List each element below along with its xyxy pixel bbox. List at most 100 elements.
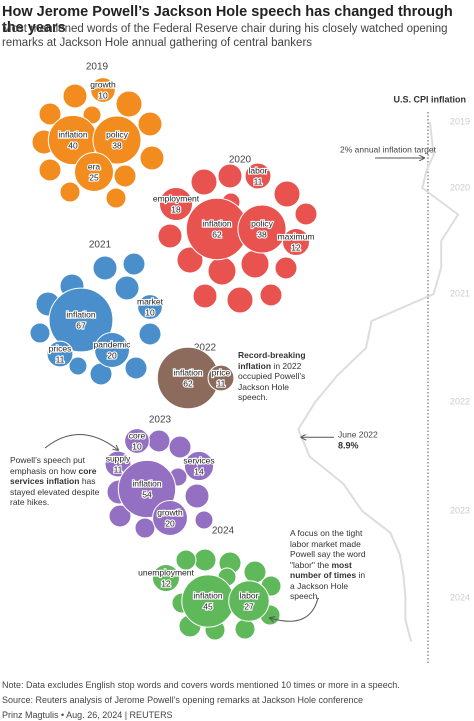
word-label: core xyxy=(129,430,146,440)
word-label: maximum xyxy=(278,231,315,241)
count-label: 38 xyxy=(112,140,122,150)
bubble-filler xyxy=(147,429,171,453)
count-label: 12 xyxy=(291,242,301,252)
bubble-filler xyxy=(124,356,148,380)
count-label: 27 xyxy=(244,601,254,611)
count-label: 62 xyxy=(183,378,193,388)
word-label: growth xyxy=(157,507,183,517)
word-label: market xyxy=(137,296,164,306)
count-label: 14 xyxy=(194,466,204,476)
bubble xyxy=(183,450,215,482)
count-label: 25 xyxy=(89,172,99,182)
bubble xyxy=(244,162,272,190)
bubble-filler xyxy=(38,158,62,182)
bubble xyxy=(46,340,74,368)
bubble xyxy=(74,152,114,192)
target-label: 2% annual inflation target xyxy=(340,144,437,154)
bubble xyxy=(158,186,194,222)
word-label: supply xyxy=(106,453,131,463)
bubble-filler xyxy=(240,249,270,279)
bubble xyxy=(207,364,235,392)
year-label: 2019 xyxy=(450,116,470,126)
bubble-filler xyxy=(157,223,183,249)
arrow xyxy=(44,434,118,450)
annotation-text: A focus on the tight labor market made P… xyxy=(290,528,366,570)
count-label: 62 xyxy=(212,229,222,239)
bubble-filler xyxy=(68,356,88,376)
bubble-filler xyxy=(92,255,118,281)
year-label: 2023 xyxy=(450,505,470,515)
cpi-line xyxy=(297,121,460,642)
bubble-filler xyxy=(273,180,301,208)
word-label: policy xyxy=(251,218,273,228)
bubble-filler xyxy=(114,275,140,301)
bubble-filler xyxy=(29,322,51,344)
word-label: inflation xyxy=(66,309,96,319)
word-label: prices xyxy=(49,343,72,353)
bubble-filler xyxy=(105,187,127,209)
bubble xyxy=(48,287,114,353)
annotation: A focus on the tight labor market made P… xyxy=(290,528,372,602)
bubble-filler xyxy=(113,164,137,188)
count-label: 11 xyxy=(254,176,263,186)
bubble-filler xyxy=(59,181,81,203)
bubble-filler xyxy=(137,111,163,137)
word-label: inflation xyxy=(193,590,223,600)
bubble-filler xyxy=(190,168,218,196)
count-label: 54 xyxy=(142,489,152,499)
arrow xyxy=(270,597,319,621)
word-label: policy xyxy=(106,129,128,139)
bubble-filler xyxy=(274,256,298,280)
bubble xyxy=(237,204,287,254)
count-label: 67 xyxy=(76,320,86,330)
bubble-filler xyxy=(226,286,254,314)
bubble xyxy=(228,580,270,622)
count-label: 20 xyxy=(165,518,175,528)
count-label: 11 xyxy=(114,464,123,474)
word-label: era xyxy=(88,161,101,171)
bubble-filler xyxy=(122,252,146,276)
year-label: 2024 xyxy=(212,526,235,537)
bubble-filler xyxy=(184,483,210,509)
word-label: services xyxy=(183,455,214,465)
count-label: 45 xyxy=(203,601,213,611)
annotation-text: Record-breaking inflation xyxy=(238,350,306,371)
bubble-filler xyxy=(194,510,214,530)
annotation: Powell’s speech put emphasis on how core… xyxy=(10,455,100,508)
annotation-text: core services inflation xyxy=(10,465,97,487)
peak-value: 8.9% xyxy=(338,441,359,451)
year-label: 2023 xyxy=(149,415,172,426)
bubble-filler xyxy=(234,618,256,640)
word-label: growth xyxy=(90,79,116,89)
title: How Jerome Powell’s Jackson Hole speech … xyxy=(2,4,453,36)
year-label: 2022 xyxy=(450,396,470,406)
bubble xyxy=(94,332,130,368)
year-label: 2020 xyxy=(229,155,252,166)
bubble-filler xyxy=(193,548,217,572)
bubble-filler xyxy=(175,549,197,571)
word-label: inflation xyxy=(202,218,232,228)
peak-label: June 2022 xyxy=(338,430,378,440)
bubble-filler xyxy=(217,163,243,189)
note: Note: Data excludes English stop words a… xyxy=(2,680,400,690)
year-label: 2020 xyxy=(450,182,470,192)
year-label: 2019 xyxy=(86,62,109,73)
bubble xyxy=(124,428,150,454)
word-label: price xyxy=(212,367,231,377)
word-label: unemployment xyxy=(138,567,194,577)
bubble-filler xyxy=(294,202,318,226)
bubble-filler xyxy=(134,517,156,539)
count-label: 10 xyxy=(132,441,142,451)
year-label: 2021 xyxy=(89,240,112,251)
annotation-text: Powell’s speech put emphasis on how xyxy=(10,455,85,476)
annotation-text: in 2022 occupied Powell’s Jackson Hole s… xyxy=(238,360,306,403)
bubble-filler xyxy=(168,435,192,459)
word-label: labor xyxy=(240,590,259,600)
count-label: 10 xyxy=(145,307,155,317)
source: Source: Reuters analysis of Jerome Powel… xyxy=(2,695,364,705)
count-label: 11 xyxy=(217,378,226,388)
word-label: inflation xyxy=(58,129,88,139)
count-label: 11 xyxy=(56,354,65,364)
